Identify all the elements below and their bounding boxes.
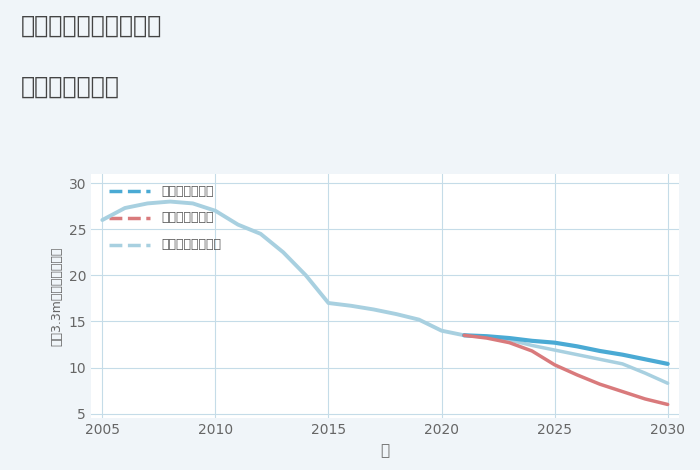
Text: バッドシナリオ: バッドシナリオ <box>162 212 214 224</box>
Text: 土地の価格推移: 土地の価格推移 <box>21 75 120 99</box>
Y-axis label: 坪（3.3m）単価（万円）: 坪（3.3m）単価（万円） <box>50 246 63 346</box>
Text: ノーマルシナリオ: ノーマルシナリオ <box>162 238 222 251</box>
X-axis label: 年: 年 <box>380 443 390 458</box>
Text: 三重県伊賀市妙楽地の: 三重県伊賀市妙楽地の <box>21 14 162 38</box>
Text: グッドシナリオ: グッドシナリオ <box>162 185 214 197</box>
